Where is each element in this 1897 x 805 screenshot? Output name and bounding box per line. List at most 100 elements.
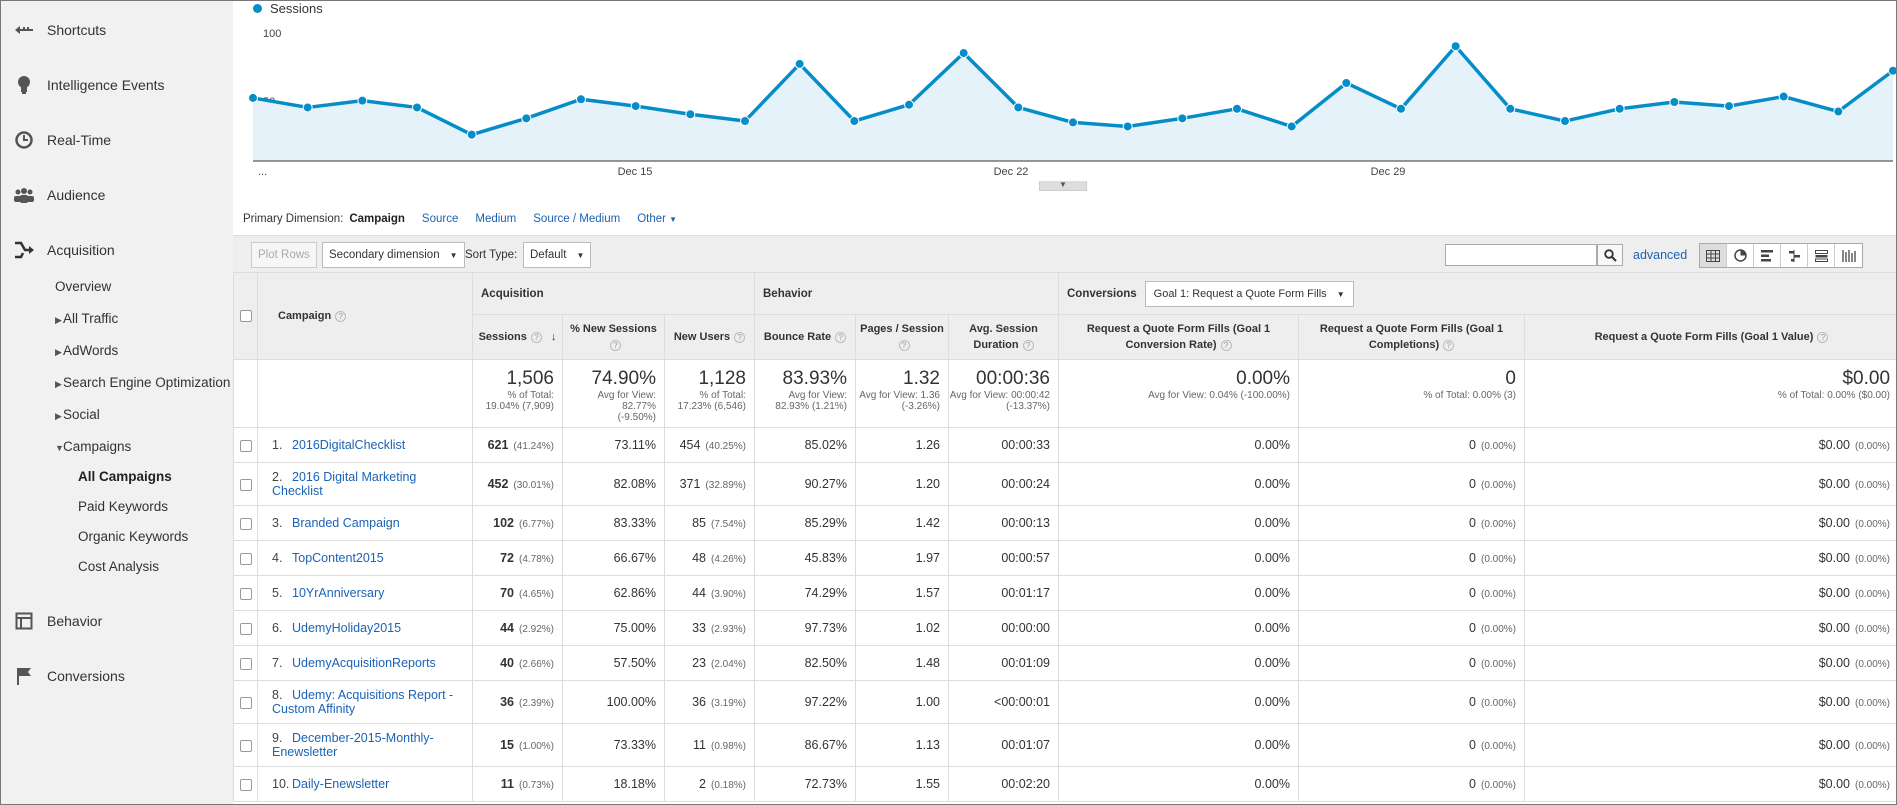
row-checkbox[interactable] (239, 552, 252, 565)
dimension-source[interactable]: Source (421, 213, 459, 225)
sessions-data-point[interactable] (1833, 106, 1844, 117)
sessions-data-point[interactable] (1177, 113, 1188, 124)
col-header-new-sessions[interactable]: % New Sessions? (562, 314, 665, 360)
row-checkbox[interactable] (239, 517, 252, 530)
sidebar-item-organic-keywords[interactable]: Organic Keywords (78, 529, 189, 544)
help-icon[interactable]: ? (530, 332, 542, 343)
sessions-data-point[interactable] (1724, 101, 1734, 112)
sessions-data-point[interactable] (1778, 91, 1789, 102)
row-checkbox[interactable] (239, 587, 252, 600)
sessions-data-point[interactable] (248, 92, 258, 103)
sessions-data-point[interactable] (1669, 97, 1680, 107)
help-icon[interactable]: ? (898, 340, 910, 351)
sessions-data-point[interactable] (302, 102, 313, 113)
help-icon[interactable]: ? (835, 332, 847, 343)
sidebar-item-audience[interactable]: Audience (1, 183, 105, 207)
sidebar-item-campaigns[interactable]: ▼Campaigns (55, 439, 132, 454)
help-icon[interactable]: ? (734, 332, 746, 343)
goal-select-dropdown[interactable]: Goal 1: Request a Quote Form Fills ▼ (1144, 280, 1354, 307)
view-table-button[interactable] (1700, 244, 1727, 267)
row-checkbox[interactable] (239, 439, 252, 452)
sidebar-item-acquisition[interactable]: Acquisition (1, 238, 115, 262)
dimension-source-medium[interactable]: Source / Medium (533, 213, 621, 225)
advanced-filter-link[interactable]: advanced (1633, 248, 1688, 262)
campaign-link[interactable]: UdemyAcquisitionReports (292, 656, 436, 670)
sidebar-item-cost-analysis[interactable]: Cost Analysis (78, 559, 160, 574)
campaign-link[interactable]: 10YrAnniversary (292, 586, 385, 600)
sidebar-item-paid-keywords[interactable]: Paid Keywords (78, 499, 169, 514)
campaign-link[interactable]: Branded Campaign (292, 516, 400, 530)
dimension-other[interactable]: Other ▼ (637, 213, 678, 225)
view-term-cloud-button[interactable] (1808, 244, 1835, 267)
row-checkbox[interactable] (239, 696, 252, 709)
sessions-data-point[interactable] (685, 109, 696, 120)
help-icon[interactable]: ? (335, 311, 347, 322)
sessions-data-point[interactable] (794, 58, 805, 69)
table-search-input[interactable] (1445, 244, 1597, 266)
sessions-data-point[interactable] (521, 113, 532, 124)
help-icon[interactable]: ? (610, 340, 621, 351)
sessions-data-point[interactable] (1232, 103, 1242, 114)
view-pie-button[interactable] (1727, 244, 1754, 267)
sidebar-item-all-campaigns[interactable]: All Campaigns (78, 469, 172, 484)
sessions-data-point[interactable] (849, 116, 860, 127)
help-icon[interactable]: ? (1220, 340, 1232, 351)
sidebar-item-social[interactable]: ▶Social (55, 407, 100, 422)
sidebar-item-intelligence-events[interactable]: Intelligence Events (1, 73, 165, 97)
sessions-data-point[interactable] (1341, 77, 1352, 88)
campaign-link[interactable]: UdemyHoliday2015 (292, 621, 402, 635)
sidebar-item-shortcuts[interactable]: Shortcuts (1, 18, 106, 42)
sessions-data-point[interactable] (466, 129, 477, 140)
secondary-dimension-dropdown[interactable]: Secondary dimension ▼ (322, 242, 465, 268)
sessions-data-point[interactable] (1614, 103, 1625, 114)
sessions-data-point[interactable] (576, 94, 586, 105)
sidebar-item-seo[interactable]: ▶Search Engine Optimization (55, 375, 231, 390)
dimension-medium[interactable]: Medium (475, 213, 517, 225)
sidebar-item-real-time[interactable]: Real-Time (1, 128, 111, 152)
col-header-bounce-rate[interactable]: Bounce Rate? (754, 314, 856, 360)
plot-rows-button[interactable]: Plot Rows (251, 242, 317, 268)
help-icon[interactable]: ? (1443, 340, 1455, 351)
col-header-avg-duration[interactable]: Avg. Session Duration? (948, 314, 1059, 360)
sessions-data-point[interactable] (958, 48, 969, 59)
sidebar-item-all-traffic[interactable]: ▶All Traffic (55, 311, 119, 326)
row-checkbox[interactable] (239, 739, 252, 752)
sidebar-item-overview[interactable]: Overview (55, 279, 112, 294)
sessions-data-point[interactable] (1505, 103, 1516, 114)
row-checkbox[interactable] (239, 478, 252, 491)
campaign-link[interactable]: Daily-Enewsletter (292, 777, 390, 791)
col-header-value[interactable]: Request a Quote Form Fills (Goal 1 Value… (1523, 314, 1896, 360)
row-checkbox[interactable] (239, 657, 252, 670)
campaign-link[interactable]: December-2015-Monthly-Enewsletter (272, 731, 434, 759)
sessions-data-point[interactable] (412, 102, 422, 113)
select-all-checkbox[interactable] (239, 310, 252, 323)
help-icon[interactable]: ? (1022, 340, 1034, 351)
sessions-data-point[interactable] (357, 95, 368, 106)
sessions-data-point[interactable] (630, 101, 641, 112)
sidebar-item-adwords[interactable]: ▶AdWords (55, 343, 119, 358)
sessions-data-point[interactable] (1068, 117, 1078, 128)
col-header-sessions[interactable]: Sessions? ↓ (472, 314, 563, 360)
campaign-link[interactable]: Udemy: Acquisitions Report - Custom Affi… (272, 688, 454, 716)
view-comparison-button[interactable] (1781, 244, 1808, 267)
sidebar-item-conversions[interactable]: Conversions (1, 664, 125, 688)
sessions-data-point[interactable] (904, 99, 914, 110)
row-checkbox[interactable] (239, 622, 252, 635)
col-header-conv-rate[interactable]: Request a Quote Form Fills (Goal 1 Conve… (1058, 314, 1299, 360)
sessions-data-point[interactable] (1013, 102, 1024, 113)
row-checkbox[interactable] (239, 778, 252, 791)
sessions-data-point[interactable] (1122, 121, 1133, 132)
sessions-data-point[interactable] (740, 116, 750, 127)
sidebar-item-behavior[interactable]: Behavior (1, 609, 102, 633)
view-pivot-button[interactable] (1835, 244, 1862, 267)
sessions-data-point[interactable] (1888, 65, 1897, 76)
sessions-data-point[interactable] (1450, 41, 1461, 52)
col-header-new-users[interactable]: New Users? (664, 314, 755, 360)
chart-legend[interactable]: Sessions (253, 1, 323, 16)
view-performance-button[interactable] (1754, 244, 1781, 267)
sessions-data-point[interactable] (1560, 116, 1570, 127)
campaign-link[interactable]: 2016DigitalChecklist (292, 438, 406, 452)
sessions-data-point[interactable] (1286, 121, 1297, 132)
sort-type-dropdown[interactable]: Default ▼ (523, 242, 592, 268)
campaign-link[interactable]: TopContent2015 (292, 551, 384, 565)
